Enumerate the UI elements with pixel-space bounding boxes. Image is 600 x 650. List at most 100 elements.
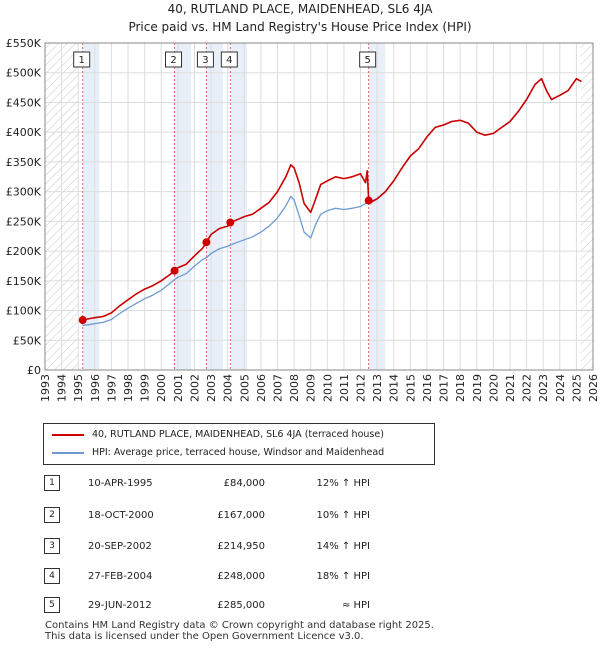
- sale-hpi-diff: 14% ↑ HPI: [316, 541, 370, 552]
- sale-number-box: [73, 51, 91, 68]
- table-row: 1 10-APR-1995 £84,000 12% ↑ HPI: [40, 474, 460, 494]
- x-tick-label: 2023: [537, 374, 550, 402]
- sale-date: 10-APR-1995: [88, 478, 153, 489]
- x-tick-label: 2012: [355, 374, 368, 402]
- x-tick-label: 2014: [388, 374, 401, 402]
- sale-number-box: [220, 51, 238, 68]
- table-row: 3 20-SEP-2002 £214,950 14% ↑ HPI: [40, 537, 460, 557]
- sale-point: [202, 238, 211, 247]
- sale-shade-band: [206, 43, 224, 370]
- hatched-region: [580, 43, 593, 370]
- sale-number-label: 3: [202, 55, 208, 66]
- x-tick-label: 1999: [139, 374, 152, 402]
- sale-price: £167,000: [217, 510, 265, 521]
- sale-number-label: 4: [226, 55, 232, 66]
- sale-number-badge: 3: [44, 538, 60, 554]
- sale-hpi-diff: 10% ↑ HPI: [316, 510, 370, 521]
- sale-date: 20-SEP-2002: [88, 541, 152, 552]
- sale-point: [226, 218, 235, 227]
- sale-price: £214,950: [217, 541, 265, 552]
- x-tick-label: 2005: [238, 374, 251, 402]
- x-tick-label: 2009: [305, 374, 318, 402]
- sale-point: [170, 266, 179, 275]
- sale-number-box: [359, 51, 377, 68]
- x-tick-label: 2026: [587, 374, 600, 402]
- y-tick-label: £50K: [13, 334, 42, 347]
- x-tick-label: 2007: [271, 374, 284, 402]
- sale-number-label: 2: [170, 55, 176, 66]
- sale-date: 29-JUN-2012: [88, 600, 152, 611]
- x-tick-label: 2006: [255, 374, 268, 402]
- chart-title-subtitle: Price paid vs. HM Land Registry's House …: [128, 20, 472, 34]
- x-tick-label: 2017: [438, 374, 451, 402]
- price-chart: 1 2 3 4 5 £0 £50K £100K £150K £200K £250K £300K £350…: [6, 37, 600, 402]
- x-tick-label: 2025: [570, 374, 583, 402]
- y-tick-label: £350K: [6, 156, 42, 169]
- legend-line-property: [52, 433, 84, 436]
- legend-label-hpi: HPI: Average price, terraced house, Wind…: [92, 447, 385, 458]
- sale-date: 27-FEB-2004: [88, 571, 153, 582]
- legend-item-property: 40, RUTLAND PLACE, MAIDENHEAD, SL6 4JA (…: [52, 427, 384, 443]
- x-tick-label: 2008: [288, 374, 301, 402]
- sale-point: [364, 196, 373, 205]
- footer-line-copyright: Contains HM Land Registry data © Crown c…: [45, 620, 434, 631]
- sale-price: £84,000: [223, 478, 265, 489]
- sale-number-badge: 2: [44, 507, 60, 523]
- plot-frame: [44, 42, 594, 371]
- sale-shade-band: [174, 43, 192, 370]
- sale-hpi-diff: ≈ HPI: [341, 600, 370, 611]
- x-tick-label: 2002: [188, 374, 201, 402]
- legend-line-hpi: [52, 451, 84, 454]
- table-row: 2 18-OCT-2000 £167,000 10% ↑ HPI: [40, 506, 460, 526]
- chart-legend: 40, RUTLAND PLACE, MAIDENHEAD, SL6 4JA (…: [43, 423, 435, 465]
- sale-number-badge: 4: [44, 568, 60, 584]
- x-tick-label: 2000: [155, 374, 168, 402]
- x-tick-label: 2013: [371, 374, 384, 402]
- y-tick-label: £400K: [6, 126, 42, 139]
- chart-title-address: 40, RUTLAND PLACE, MAIDENHEAD, SL6 4JA: [167, 2, 433, 16]
- sale-number-badge: 5: [44, 597, 60, 613]
- sale-price: £248,000: [217, 571, 265, 582]
- table-row: 4 27-FEB-2004 £248,000 18% ↑ HPI: [40, 567, 460, 587]
- x-tick-label: 1994: [56, 374, 69, 402]
- y-tick-label: £150K: [6, 275, 42, 288]
- legend-label-property: 40, RUTLAND PLACE, MAIDENHEAD, SL6 4JA (…: [92, 429, 384, 440]
- x-tick-label: 2011: [338, 374, 351, 402]
- footer-line-licence: This data is licensed under the Open Gov…: [45, 631, 364, 642]
- x-tick-label: 2024: [554, 374, 567, 402]
- legend-item-hpi: HPI: Average price, terraced house, Wind…: [52, 445, 384, 461]
- x-tick-label: 2022: [521, 374, 534, 402]
- plot-area: [45, 43, 593, 370]
- x-tick-label: 2001: [172, 374, 185, 402]
- sale-number-label: 5: [364, 55, 370, 66]
- x-tick-label: 2003: [205, 374, 218, 402]
- footer-attribution: Contains HM Land Registry data © Crown c…: [45, 620, 434, 642]
- x-tick-label: 2015: [404, 374, 417, 402]
- sale-hpi-diff: 12% ↑ HPI: [316, 478, 370, 489]
- x-tick-label: 2018: [454, 374, 467, 402]
- y-tick-label: £300K: [6, 186, 42, 199]
- y-tick-label: £450K: [6, 96, 42, 109]
- y-tick-label: £250K: [6, 215, 42, 228]
- y-tick-label: £0: [27, 364, 41, 377]
- sale-price: £285,000: [217, 600, 265, 611]
- x-tick-label: 1995: [72, 374, 85, 402]
- x-tick-label: 2004: [222, 374, 235, 402]
- x-tick-label: 2020: [487, 374, 500, 402]
- y-tick-label: £500K: [6, 67, 42, 80]
- sale-number-box: [165, 51, 183, 68]
- x-tick-label: 1998: [122, 374, 135, 402]
- sale-number-box: [196, 51, 214, 68]
- sale-point: [78, 316, 87, 325]
- x-tick-label: 2019: [471, 374, 484, 402]
- x-tick-label: 2016: [421, 374, 434, 402]
- x-tick-label: 1997: [105, 374, 118, 402]
- y-tick-label: £100K: [6, 305, 42, 318]
- y-tick-label: £200K: [6, 245, 42, 258]
- y-tick-label: £550K: [6, 37, 42, 50]
- x-tick-label: 2010: [321, 374, 334, 402]
- x-tick-label: 2021: [504, 374, 517, 402]
- x-tick-label: 1993: [39, 374, 52, 402]
- x-tick-label: 1996: [89, 374, 102, 402]
- sale-date: 18-OCT-2000: [88, 510, 154, 521]
